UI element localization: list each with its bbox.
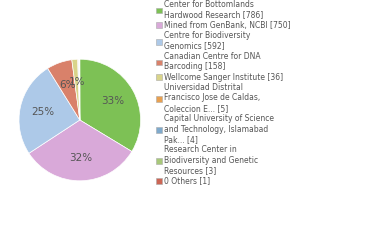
Wedge shape <box>19 68 80 153</box>
Wedge shape <box>72 59 80 120</box>
Wedge shape <box>29 120 132 181</box>
Wedge shape <box>48 60 80 120</box>
Text: 33%: 33% <box>101 96 124 107</box>
Text: 6%: 6% <box>59 79 75 90</box>
Legend: Center for Bottomlands
Hardwood Research [786], Mined from GenBank, NCBI [750], : Center for Bottomlands Hardwood Research… <box>156 0 291 186</box>
Text: 25%: 25% <box>32 107 55 117</box>
Wedge shape <box>79 59 80 120</box>
Text: 1%: 1% <box>68 78 85 87</box>
Wedge shape <box>80 59 141 151</box>
Wedge shape <box>78 59 80 120</box>
Wedge shape <box>79 59 80 120</box>
Text: 32%: 32% <box>69 153 92 163</box>
